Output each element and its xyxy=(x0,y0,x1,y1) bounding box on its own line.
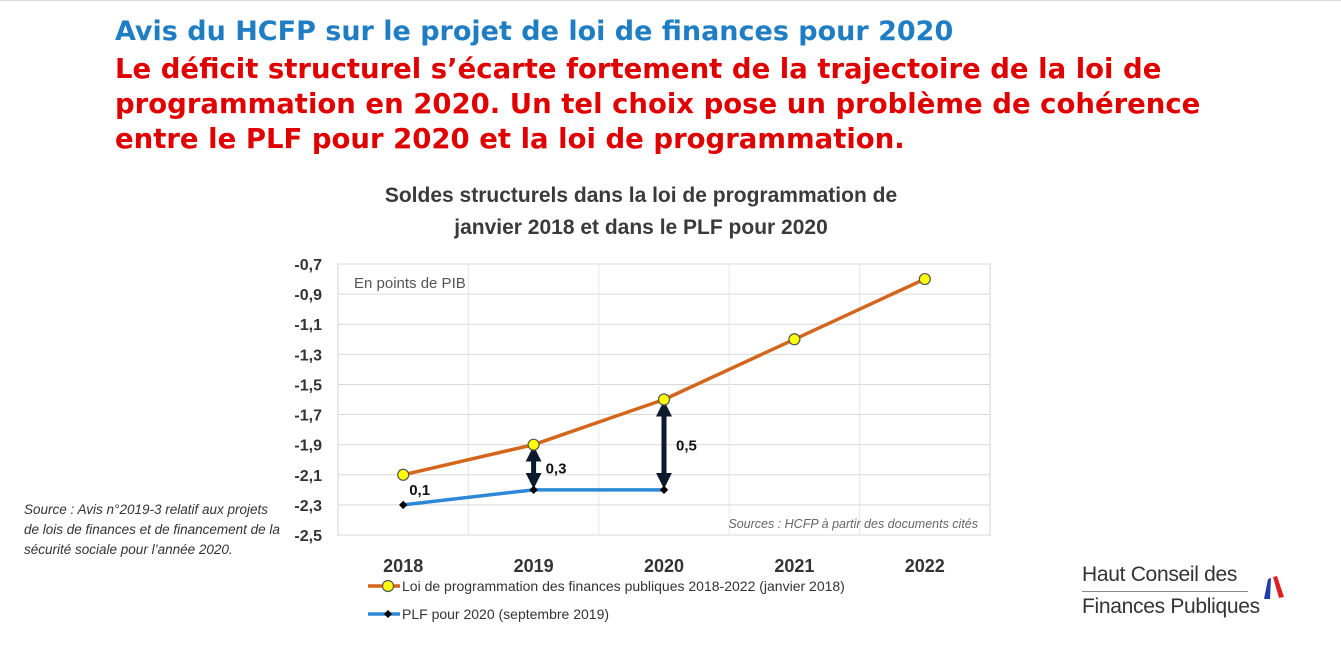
gap-label: 0,3 xyxy=(546,460,567,477)
subheading-line: programmation en 2020. Un tel choix pose… xyxy=(115,88,1201,120)
slide-subheading: Le déficit structurel s’écarte fortement… xyxy=(115,52,1315,157)
chart-title-line: janvier 2018 et dans le PLF pour 2020 xyxy=(453,216,828,239)
lpfp-data-point xyxy=(527,438,540,451)
x-tick-label: 2022 xyxy=(905,556,945,576)
subheading-line: Le déficit structurel s’écarte fortement… xyxy=(115,53,1162,85)
lpfp-data-point xyxy=(397,468,410,481)
y-tick-label: -1,1 xyxy=(294,317,322,334)
logo-rule xyxy=(1082,591,1248,592)
gap-label: 0,5 xyxy=(676,438,697,455)
gap-label: 0,1 xyxy=(409,482,430,499)
lpfp-data-point xyxy=(657,393,671,406)
source-note: Source : Avis n°2019-3 relatif aux proje… xyxy=(24,502,280,557)
plf-data-point xyxy=(529,485,538,495)
y-tick-label: -0,9 xyxy=(294,287,322,304)
y-tick-label: -1,9 xyxy=(294,438,322,455)
y-tick-label: -1,7 xyxy=(294,408,322,425)
chart-title-line: Soldes structurels dans la loi de progra… xyxy=(385,184,897,207)
y-tick-label: -2,3 xyxy=(294,498,322,515)
subheading-line: entre le PLF pour 2020 et la loi de prog… xyxy=(115,123,905,155)
chart-legend: Loi de programmation des finances publiq… xyxy=(368,578,845,622)
unit-note: En points de PIB xyxy=(354,275,466,292)
y-tick-label: -2,5 xyxy=(294,528,322,545)
y-tick-label: -1,3 xyxy=(294,347,322,364)
chart-source-label: Sources : HCFP à partir des documents ci… xyxy=(728,517,978,531)
top-border xyxy=(0,0,1341,1)
legend-label: PLF pour 2020 (septembre 2019) xyxy=(402,606,609,622)
logo-text-line: Haut Conseil des xyxy=(1082,563,1238,586)
lpfp-data-point xyxy=(918,272,931,286)
x-tick-label: 2018 xyxy=(383,556,423,576)
lpfp-data-point xyxy=(788,333,801,346)
legend-swatch-marker xyxy=(381,579,395,593)
legend-label: Loi de programmation des finances publiq… xyxy=(402,578,845,594)
x-tick-label: 2020 xyxy=(644,556,684,576)
y-tick-label: -2,1 xyxy=(294,468,322,485)
hcfp-logo: Haut Conseil des Finances Publiques xyxy=(1082,561,1312,631)
plf-data-point xyxy=(659,485,669,495)
logo-text-line: Finances Publiques xyxy=(1082,595,1260,618)
plot-area: -0,7 -0,9 -1,1 -1,3 -1,5 -1,7 -1,9 -2,1 -2,3 -2,5… xyxy=(294,257,991,576)
y-tick-label: -0,7 xyxy=(294,257,322,274)
plf-data-point xyxy=(399,500,408,510)
y-tick-label: -1,5 xyxy=(294,377,322,394)
slide-heading: Avis du HCFP sur le projet de loi de fin… xyxy=(115,16,954,47)
x-tick-label: 2021 xyxy=(774,556,814,576)
legend-swatch-marker xyxy=(384,610,392,618)
x-tick-label: 2019 xyxy=(514,556,554,576)
tricolor-flag-icon xyxy=(1264,576,1284,599)
